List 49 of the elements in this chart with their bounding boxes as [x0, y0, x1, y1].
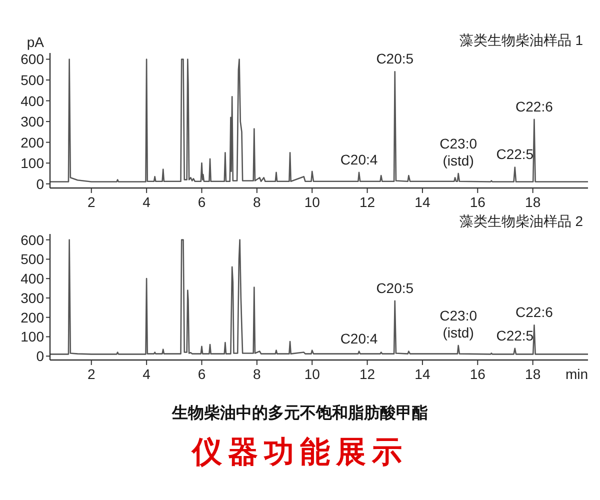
y-tick-label: 600	[20, 51, 44, 68]
annotation: C22:6	[516, 98, 554, 114]
annotation: C23:0 (istd)	[440, 307, 478, 340]
x-tick-label: 14	[414, 194, 430, 210]
annotation: C23:0 (istd)	[440, 135, 478, 168]
annotation: C22:5	[496, 146, 534, 162]
annotation: C22:5	[496, 327, 534, 344]
annotation: C22:6	[516, 304, 554, 320]
y-tick-label: 400	[20, 270, 44, 287]
y-tick-label: 0	[36, 176, 44, 192]
x-tick-label: 2	[87, 194, 96, 210]
line-series	[49, 239, 589, 355]
y-tick-label: 200	[20, 134, 44, 150]
x-tick-label: 10	[304, 366, 320, 382]
y-tick-label: 300	[20, 290, 44, 306]
x-tick-label: 14	[414, 366, 430, 382]
annotation: C20:4	[340, 330, 378, 346]
annotation: C20:5	[376, 280, 414, 296]
x-tick-label: 2	[87, 366, 96, 382]
y-tick-label: 100	[20, 328, 44, 345]
x-tick-label: 8	[253, 194, 262, 210]
y-tick-label: 300	[20, 114, 44, 130]
x-tick-label: 18	[525, 366, 541, 382]
x-tick-label: 8	[253, 366, 262, 382]
y-tick-label: 500	[20, 72, 44, 88]
y-tick-label: 0	[36, 348, 44, 364]
chart-title: 藻类生物柴油样品 2	[459, 213, 584, 229]
x-tick-label: 16	[470, 194, 486, 210]
x-tick-label: 16	[470, 366, 486, 382]
x-tick-label: 10	[304, 194, 320, 210]
x-tick-label: 6	[198, 194, 206, 210]
annotation: C20:4	[340, 151, 378, 168]
y-tick-label: 200	[20, 309, 44, 326]
annotation: C20:5	[376, 50, 414, 67]
y-tick-label: 400	[20, 92, 44, 109]
x-tick-label: 18	[525, 194, 541, 210]
y-tick-label: 500	[20, 251, 44, 268]
x-tick-label: 4	[142, 366, 151, 382]
chart-title: 藻类生物柴油样品 1	[459, 32, 584, 48]
x-tick-label: 12	[359, 194, 376, 210]
text: 生物柴油中的多元不饱和脂肪酸甲酯	[171, 404, 428, 422]
x-axis-title: min	[565, 366, 588, 382]
x-tick-label: 12	[359, 366, 376, 382]
text: 仪器功能展示	[191, 436, 408, 469]
y-axis-title: pA	[26, 34, 45, 50]
y-tick-label: 600	[20, 232, 44, 248]
y-tick-label: 100	[20, 155, 44, 172]
x-tick-label: 6	[198, 366, 206, 382]
x-tick-label: 4	[142, 194, 151, 210]
